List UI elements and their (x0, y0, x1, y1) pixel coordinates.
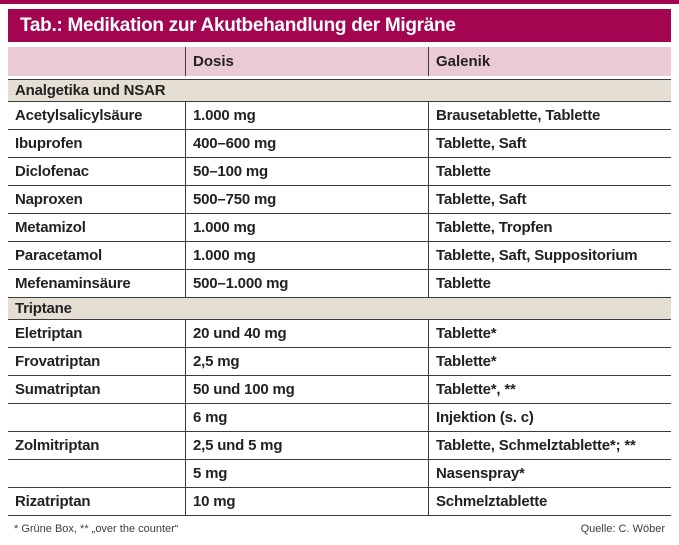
top-rule (0, 0, 679, 4)
dosis-cell: 6 mg (185, 404, 428, 431)
dosis-cell: 20 und 40 mg (185, 320, 428, 347)
dosis-cell: 2,5 und 5 mg (185, 432, 428, 459)
table-row: Zolmitriptan 2,5 und 5 mg Tablette, Schmel… (8, 432, 671, 460)
galenik-cell: Tablette*, ** (428, 376, 671, 403)
dosis-cell: 500–1.000 mg (185, 270, 428, 297)
drug-name-cell (8, 460, 185, 487)
drug-name-cell: Diclofenac (15, 163, 89, 180)
dosis-cell: 500–750 mg (185, 186, 428, 213)
drug-name-cell: Naproxen (15, 191, 83, 208)
dosis-cell: 2,5 mg (185, 348, 428, 375)
galenik-cell: Tablette, Tropfen (428, 214, 671, 241)
drug-name-cell (8, 404, 185, 431)
footnote-legend: * Grüne Box, ** „over the counter“ (14, 523, 179, 535)
dosis-cell: 1.000 mg (185, 242, 428, 269)
drug-name-cell: Mefenaminsäure (15, 275, 131, 292)
table-title: Tab.: Medikation zur Akutbehandlung der … (20, 14, 456, 36)
table-body: Analgetika und NSAR Acetylsalicylsäure 1.0… (8, 79, 671, 516)
galenik-cell: Tablette (428, 158, 671, 185)
table-row: Acetylsalicylsäure 1.000 mg Brausetablette… (8, 102, 671, 130)
column-header-dosis: Dosis (185, 47, 428, 76)
table-row: Eletriptan 20 und 40 mg Tablette* (8, 320, 671, 348)
table-footer: * Grüne Box, ** „over the counter“ Quell… (8, 520, 671, 535)
table-row: 6 mg Injektion (s. c) (8, 404, 671, 432)
dosis-cell: 50–100 mg (185, 158, 428, 185)
galenik-cell: Tablette, Saft (428, 130, 671, 157)
section-label: Triptane (15, 300, 72, 317)
dosis-cell: 5 mg (185, 460, 428, 487)
galenik-cell: Tablette, Saft (428, 186, 671, 213)
table-row: Mefenaminsäure 500–1.000 mg Tablette (8, 270, 671, 298)
table-row: Sumatriptan 50 und 100 mg Tablette*, ** (8, 376, 671, 404)
table-row: Frovatriptan 2,5 mg Tablette* (8, 348, 671, 376)
table-row: Metamizol 1.000 mg Tablette, Tropfen (8, 214, 671, 242)
section-label: Analgetika und NSAR (15, 82, 166, 99)
galenik-cell: Tablette, Saft, Suppositorium (428, 242, 671, 269)
source-credit: Quelle: C. Wöber (580, 523, 665, 535)
section-header-row: Analgetika und NSAR (8, 80, 671, 102)
galenik-cell: Tablette (428, 270, 671, 297)
dosis-cell: 1.000 mg (185, 102, 428, 129)
dosis-cell: 1.000 mg (185, 214, 428, 241)
drug-name-cell: Frovatriptan (15, 353, 101, 370)
dosis-cell: 400–600 mg (185, 130, 428, 157)
galenik-cell: Injektion (s. c) (428, 404, 671, 431)
dosis-cell: 50 und 100 mg (185, 376, 428, 403)
dosis-cell: 10 mg (185, 488, 428, 515)
column-header-row: Dosis Galenik (8, 47, 671, 76)
column-header-galenik: Galenik (428, 47, 671, 76)
galenik-cell: Brausetablette, Tablette (428, 102, 671, 129)
table-row: Diclofenac 50–100 mg Tablette (8, 158, 671, 186)
drug-name-cell: Acetylsalicylsäure (15, 107, 143, 124)
drug-name-cell: Metamizol (15, 219, 86, 236)
column-header-drug (8, 47, 185, 76)
table-row: 5 mg Nasenspray* (8, 460, 671, 488)
drug-name-cell: Eletriptan (15, 325, 83, 342)
drug-name-cell: Rizatriptan (15, 493, 91, 510)
galenik-cell: Schmelztablette (428, 488, 671, 515)
drug-name-cell: Zolmitriptan (15, 437, 100, 454)
galenik-cell: Nasenspray* (428, 460, 671, 487)
drug-name-cell: Ibuprofen (15, 135, 83, 152)
galenik-cell: Tablette, Schmelztablette*; ** (428, 432, 671, 459)
table-title-bar: Tab.: Medikation zur Akutbehandlung der … (8, 9, 671, 42)
galenik-cell: Tablette* (428, 320, 671, 347)
galenik-cell: Tablette* (428, 348, 671, 375)
table-row: Ibuprofen 400–600 mg Tablette, Saft (8, 130, 671, 158)
medication-table: Dosis Galenik Analgetika und NSAR Acetyls… (8, 47, 671, 516)
drug-name-cell: Paracetamol (15, 247, 103, 264)
table-row: Naproxen 500–750 mg Tablette, Saft (8, 186, 671, 214)
table-row: Rizatriptan 10 mg Schmelztablette (8, 488, 671, 516)
section-header-row: Triptane (8, 298, 671, 320)
drug-name-cell: Sumatriptan (15, 381, 101, 398)
table-row: Paracetamol 1.000 mg Tablette, Saft, Suppo… (8, 242, 671, 270)
